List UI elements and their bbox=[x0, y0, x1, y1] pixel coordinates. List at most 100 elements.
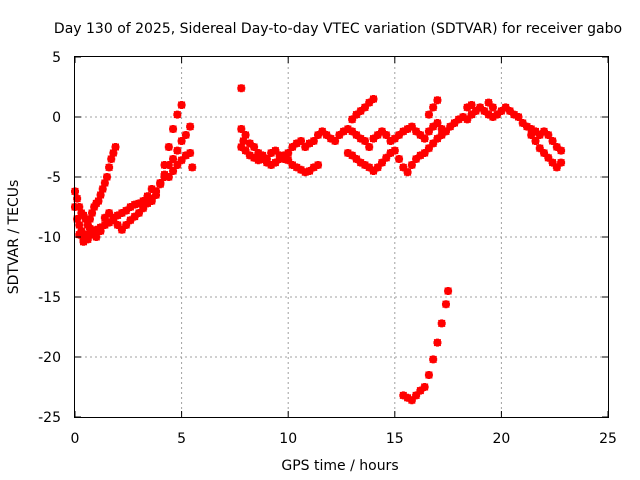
data-point-core bbox=[399, 391, 407, 399]
x-tick-label: 15 bbox=[386, 431, 404, 447]
chart-title: Day 130 of 2025, Sidereal Day-to-day VTE… bbox=[54, 21, 622, 37]
data-point-core bbox=[361, 161, 369, 169]
data-point-core bbox=[382, 154, 390, 162]
data-point-core bbox=[126, 203, 134, 211]
data-point-core bbox=[357, 135, 365, 143]
data-points bbox=[71, 84, 566, 405]
data-point-core bbox=[301, 168, 309, 176]
data-point-core bbox=[293, 163, 301, 171]
data-point-core bbox=[442, 300, 450, 308]
data-point-core bbox=[510, 111, 518, 119]
data-point-core bbox=[344, 125, 352, 133]
data-point-core bbox=[297, 137, 305, 145]
data-point-core bbox=[395, 155, 403, 163]
data-point-core bbox=[472, 107, 480, 115]
data-point-core bbox=[387, 149, 395, 157]
data-point-core bbox=[468, 101, 476, 109]
data-point-core bbox=[429, 355, 437, 363]
data-point-core bbox=[88, 209, 96, 217]
data-point-core bbox=[112, 143, 120, 151]
data-point-core bbox=[92, 226, 100, 234]
data-point-core bbox=[90, 203, 98, 211]
data-point-core bbox=[352, 111, 360, 119]
data-point-core bbox=[527, 131, 535, 139]
data-point-core bbox=[80, 238, 88, 246]
data-point-core bbox=[250, 154, 258, 162]
data-point-core bbox=[425, 144, 433, 152]
data-point-core bbox=[365, 99, 373, 107]
data-point-core bbox=[101, 221, 109, 229]
data-point-core bbox=[135, 209, 143, 217]
data-point-core bbox=[182, 151, 190, 159]
data-point-core bbox=[502, 103, 510, 111]
data-point-core bbox=[101, 179, 109, 187]
data-point-core bbox=[139, 204, 147, 212]
data-point-core bbox=[412, 127, 420, 135]
data-point-core bbox=[84, 235, 92, 243]
data-point-core bbox=[94, 197, 102, 205]
data-point-core bbox=[433, 96, 441, 104]
data-point-core bbox=[237, 125, 245, 133]
data-point-core bbox=[412, 155, 420, 163]
data-point-core bbox=[126, 216, 134, 224]
data-point-core bbox=[352, 155, 360, 163]
data-point-core bbox=[169, 125, 177, 133]
data-point-core bbox=[75, 221, 83, 229]
data-point-core bbox=[148, 185, 156, 193]
data-point-core bbox=[485, 111, 493, 119]
data-point-core bbox=[182, 131, 190, 139]
data-point-core bbox=[340, 127, 348, 135]
data-point-core bbox=[97, 191, 105, 199]
data-point-core bbox=[557, 159, 565, 167]
data-point-core bbox=[553, 143, 561, 151]
data-point-core bbox=[131, 213, 139, 221]
data-point-core bbox=[540, 149, 548, 157]
data-point-core bbox=[301, 143, 309, 151]
data-point-core bbox=[544, 154, 552, 162]
data-point-core bbox=[489, 103, 497, 111]
y-tick-label: -5 bbox=[47, 170, 61, 186]
data-point-core bbox=[378, 127, 386, 135]
data-point-core bbox=[399, 127, 407, 135]
y-tick-label: -10 bbox=[38, 230, 61, 246]
data-point-core bbox=[271, 159, 279, 167]
data-point-core bbox=[536, 144, 544, 152]
data-point-core bbox=[114, 211, 122, 219]
data-point-core bbox=[254, 156, 262, 164]
data-point-core bbox=[468, 111, 476, 119]
data-point-core bbox=[455, 115, 463, 123]
data-point-core bbox=[532, 137, 540, 145]
data-point-core bbox=[412, 391, 420, 399]
x-tick-label: 20 bbox=[492, 431, 510, 447]
data-point-core bbox=[103, 173, 111, 181]
data-point-core bbox=[408, 123, 416, 131]
data-point-core bbox=[450, 119, 458, 127]
data-point-core bbox=[557, 147, 565, 155]
data-point-core bbox=[169, 155, 177, 163]
data-point-core bbox=[242, 147, 250, 155]
data-point-core bbox=[143, 192, 151, 200]
data-point-core bbox=[139, 197, 147, 205]
data-point-core bbox=[369, 95, 377, 103]
data-point-core bbox=[118, 209, 126, 217]
data-point-core bbox=[444, 287, 452, 295]
data-point-core bbox=[323, 131, 331, 139]
data-point-core bbox=[310, 137, 318, 145]
data-point-core bbox=[173, 147, 181, 155]
data-point-core bbox=[378, 159, 386, 167]
data-point-core bbox=[425, 127, 433, 135]
data-point-core bbox=[344, 149, 352, 157]
data-point-core bbox=[186, 123, 194, 131]
data-point-core bbox=[523, 123, 531, 131]
grid bbox=[75, 57, 608, 417]
data-point-core bbox=[306, 139, 314, 147]
data-point-core bbox=[165, 173, 173, 181]
data-point-core bbox=[357, 159, 365, 167]
data-point-core bbox=[369, 135, 377, 143]
data-point-core bbox=[395, 131, 403, 139]
data-point-core bbox=[152, 187, 160, 195]
data-point-core bbox=[553, 163, 561, 171]
data-point-core bbox=[242, 131, 250, 139]
data-point-core bbox=[143, 199, 151, 207]
data-point-core bbox=[188, 163, 196, 171]
